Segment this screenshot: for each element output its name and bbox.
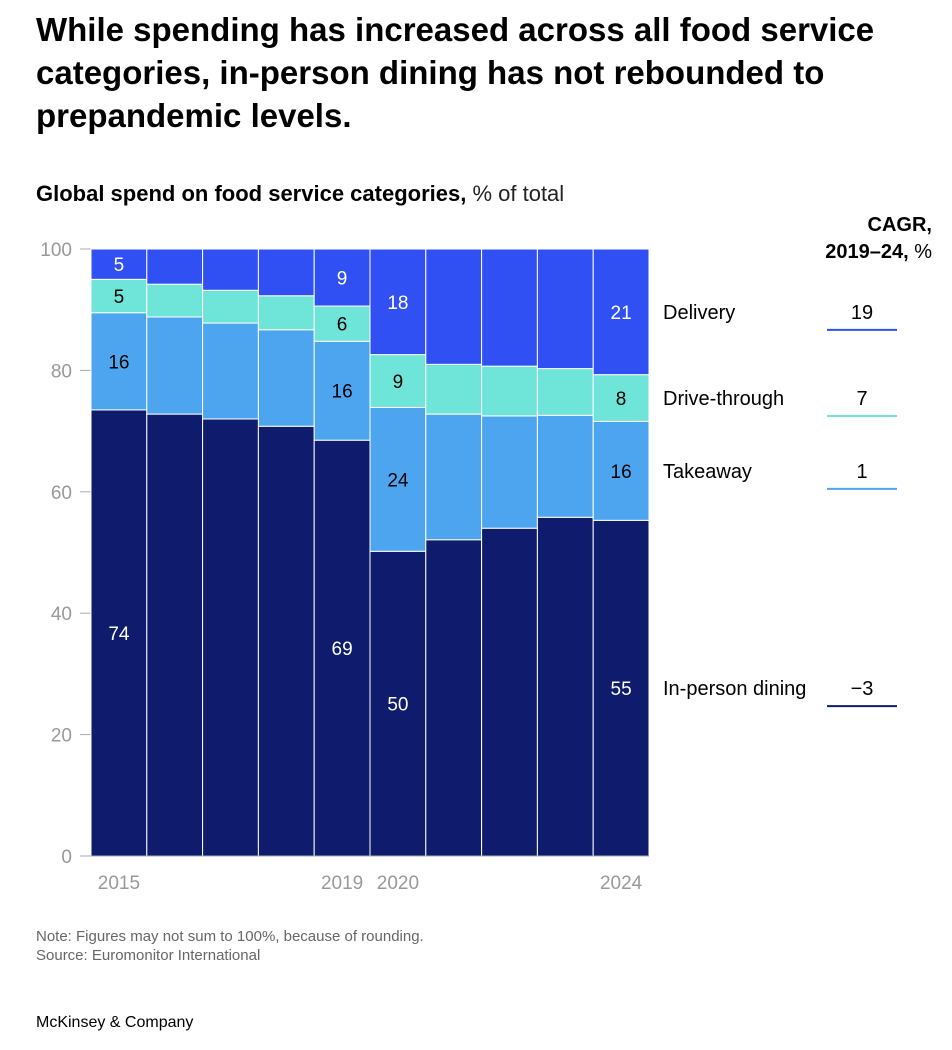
data-label-delivery-2019: 9 — [337, 269, 348, 290]
bar-drive_through-2024 — [592, 374, 650, 422]
bar-delivery-2016 — [146, 248, 204, 285]
note-text: Note: Figures may not sum to 100%, becau… — [36, 928, 424, 945]
subtitle-bold: Global spend on food service categories, — [36, 181, 467, 206]
cagr-header: CAGR, 2019–24, % — [825, 212, 932, 266]
bar-delivery-2024 — [592, 248, 650, 376]
y-tick-label-80: 80 — [51, 361, 72, 382]
bar-in_person-2022 — [481, 527, 538, 857]
data-label-delivery-2024: 21 — [611, 303, 632, 324]
y-tick-label-20: 20 — [51, 726, 72, 747]
bar-delivery-2023 — [536, 248, 594, 370]
cagr-header-line2: 2019–24, — [825, 241, 909, 263]
subtitle-unit: % of total — [466, 181, 565, 206]
data-label-takeaway-2024: 16 — [611, 462, 632, 483]
data-label-in_person-2020: 50 — [387, 695, 408, 716]
bar-takeaway-2017 — [202, 322, 259, 420]
bar-takeaway-2015 — [90, 312, 148, 411]
cagr-value-takeaway: 1 — [856, 461, 867, 483]
data-label-takeaway-2019: 16 — [332, 382, 353, 403]
data-label-takeaway-2020: 24 — [387, 470, 409, 491]
data-label-in_person-2015: 74 — [108, 624, 130, 645]
bar-in_person-2018 — [257, 425, 315, 857]
data-label-delivery-2020: 18 — [387, 293, 408, 314]
y-tick-label-100: 100 — [40, 240, 72, 261]
bar-takeaway-2018 — [257, 329, 315, 427]
y-tick-label-0: 0 — [61, 847, 72, 868]
bar-takeaway-2019 — [313, 340, 371, 441]
x-tick-label-2024: 2024 — [600, 873, 643, 894]
data-label-drive_through-2024: 8 — [616, 389, 627, 410]
bar-delivery-2019 — [313, 248, 371, 307]
bar-takeaway-2020 — [369, 406, 427, 552]
footnote: Note: Figures may not sum to 100%, becau… — [36, 927, 424, 965]
bar-takeaway-2021 — [425, 413, 483, 541]
x-tick-label-2019: 2019 — [321, 873, 363, 894]
bar-drive_through-2016 — [146, 283, 204, 318]
bar-delivery-2020 — [369, 248, 427, 356]
bar-delivery-2022 — [481, 248, 538, 367]
bar-drive_through-2018 — [257, 295, 315, 331]
cagr-value-drive_through: 7 — [856, 388, 867, 410]
data-label-delivery-2015: 5 — [114, 255, 125, 276]
bar-delivery-2015 — [90, 248, 148, 280]
bar-takeaway-2024 — [592, 420, 650, 521]
bar-takeaway-2023 — [536, 414, 594, 518]
bar-in_person-2020 — [369, 550, 427, 857]
legend-label-delivery: Delivery — [663, 302, 735, 324]
cagr-value-in_person: −3 — [851, 678, 874, 700]
y-tick-label-40: 40 — [51, 604, 72, 625]
cagr-value-delivery: 19 — [851, 302, 873, 324]
data-label-drive_through-2020: 9 — [393, 372, 404, 393]
bar-delivery-2018 — [257, 248, 315, 297]
bar-in_person-2024 — [592, 519, 650, 857]
cagr-header-unit: % — [908, 241, 932, 263]
legend-label-in_person: In-person dining — [663, 678, 806, 700]
source-text: Source: Euromonitor International — [36, 947, 261, 964]
bar-drive_through-2022 — [481, 365, 538, 417]
bar-in_person-2021 — [425, 539, 483, 857]
legend-label-drive_through: Drive-through — [663, 388, 784, 410]
bar-drive_through-2019 — [313, 305, 371, 342]
data-label-drive_through-2019: 6 — [337, 315, 348, 336]
bar-in_person-2023 — [536, 516, 594, 857]
data-label-takeaway-2015: 16 — [108, 352, 129, 373]
data-label-drive_through-2015: 5 — [114, 287, 125, 308]
legend-label-takeaway: Takeaway — [663, 461, 752, 483]
bar-drive_through-2023 — [536, 368, 594, 416]
bar-drive_through-2021 — [425, 363, 483, 415]
x-tick-label-2015: 2015 — [98, 873, 140, 894]
bar-in_person-2017 — [202, 418, 259, 857]
bar-delivery-2021 — [425, 248, 483, 365]
cagr-header-line1: CAGR, — [867, 214, 932, 236]
bar-drive_through-2020 — [369, 354, 427, 408]
chart-subtitle: Global spend on food service categories,… — [36, 181, 564, 207]
bar-drive_through-2015 — [90, 278, 148, 314]
bar-drive_through-2017 — [202, 289, 259, 324]
bar-takeaway-2016 — [146, 316, 204, 415]
bar-delivery-2017 — [202, 248, 259, 291]
headline: While spending has increased across all … — [36, 11, 875, 134]
data-label-in_person-2019: 69 — [332, 639, 353, 660]
y-tick-label-60: 60 — [51, 483, 72, 504]
x-tick-label-2020: 2020 — [377, 873, 419, 894]
bar-in_person-2016 — [146, 413, 204, 857]
bar-takeaway-2022 — [481, 415, 538, 529]
mckinsey-logo: McKinsey & Company — [36, 1014, 194, 1031]
data-label-in_person-2024: 55 — [611, 679, 632, 700]
